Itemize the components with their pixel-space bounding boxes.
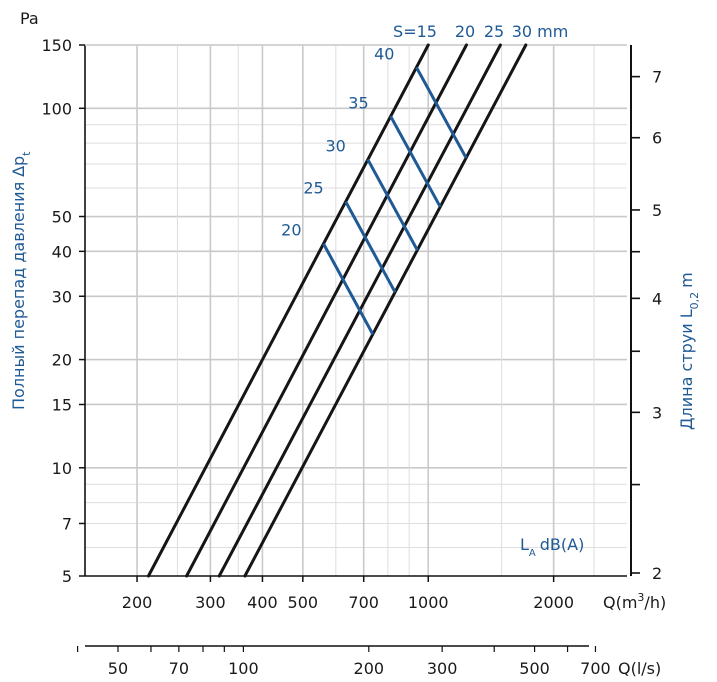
x-tick-label: 700	[348, 593, 379, 612]
noise-line	[389, 115, 442, 208]
noise-line	[344, 200, 397, 293]
y-tick-label: 100	[41, 99, 72, 118]
noise-level-label: 35	[348, 93, 368, 112]
y-tick-label: 40	[52, 242, 72, 261]
x-tick-label: 300	[195, 593, 226, 612]
noise-line	[415, 66, 468, 159]
right-axis-label: Длина струи L0,2m	[677, 272, 701, 430]
y-tick-label: 5	[62, 567, 72, 586]
y-tick-label: 10	[52, 459, 72, 478]
noise-unit-label-tail: dB(A)	[540, 535, 585, 554]
series-label: S=15	[393, 22, 437, 41]
right-tick-label: 4	[652, 289, 662, 308]
right-tick-label: 5	[652, 201, 662, 220]
x2-axis-label: Q(l/s)	[618, 659, 661, 678]
y-tick-label: 15	[52, 395, 72, 414]
right-tick-label: 7	[652, 68, 662, 87]
x2-tick-label: 100	[228, 659, 259, 678]
noise-lines	[322, 66, 468, 335]
y-tick-label: 20	[52, 351, 72, 370]
series-line	[185, 43, 468, 578]
x-tick-label: 200	[122, 593, 153, 612]
x-axis-label-tail: /h)	[644, 593, 666, 612]
noise-level-label: 30	[325, 137, 345, 156]
series-line	[146, 43, 430, 578]
y-tick-label: 50	[52, 208, 72, 227]
noise-level-label: 25	[303, 179, 323, 198]
noise-line	[366, 158, 419, 251]
y-unit-label: Pa	[20, 9, 39, 28]
x-tick-label: 1000	[408, 593, 449, 612]
noise-line	[322, 243, 375, 335]
x2-tick-label: 200	[354, 659, 385, 678]
noise-unit-label-sub: A	[529, 548, 536, 559]
y-tick-label: 150	[41, 36, 72, 55]
x-tick-label: 400	[247, 593, 278, 612]
y-axis-label: Полный перепад давления ∆pt	[9, 151, 33, 410]
right-tick-label: 2	[652, 564, 662, 583]
x2-tick-label: 300	[427, 659, 458, 678]
series-label: 30 mm	[512, 22, 569, 41]
x2-tick-label: 70	[169, 659, 189, 678]
x-axis-label-sup: 3	[637, 591, 644, 604]
grid	[77, 44, 640, 652]
labels: 150 100 50 40 30 20 15 10 7 5 Pa 200 300 400 500 700 100…	[9, 9, 701, 678]
noise-unit-label: LA dB(A)	[520, 535, 584, 559]
noise-level-label: 40	[374, 44, 394, 63]
noise-level-label: 20	[281, 221, 301, 240]
y-tick-label: 7	[62, 514, 72, 533]
y-tick-label: 30	[52, 287, 72, 306]
series-label: 20	[455, 22, 475, 41]
x2-tick-label: 50	[108, 659, 128, 678]
right-tick-label: 3	[652, 403, 662, 422]
x-axis-label: Q(m3/h)	[603, 591, 666, 612]
series-line	[243, 43, 528, 578]
x-tick-label: 500	[288, 593, 319, 612]
right-tick-label: 6	[652, 129, 662, 148]
y-axis-label-sub: t	[20, 151, 33, 156]
right-axis-label-sub: 0,2	[688, 292, 701, 310]
x-tick-label: 2000	[533, 593, 574, 612]
x2-tick-label: 700	[580, 659, 611, 678]
right-axis-label-unit: m	[677, 272, 696, 288]
x2-tick-label: 500	[519, 659, 550, 678]
series-label: 25	[484, 22, 504, 41]
